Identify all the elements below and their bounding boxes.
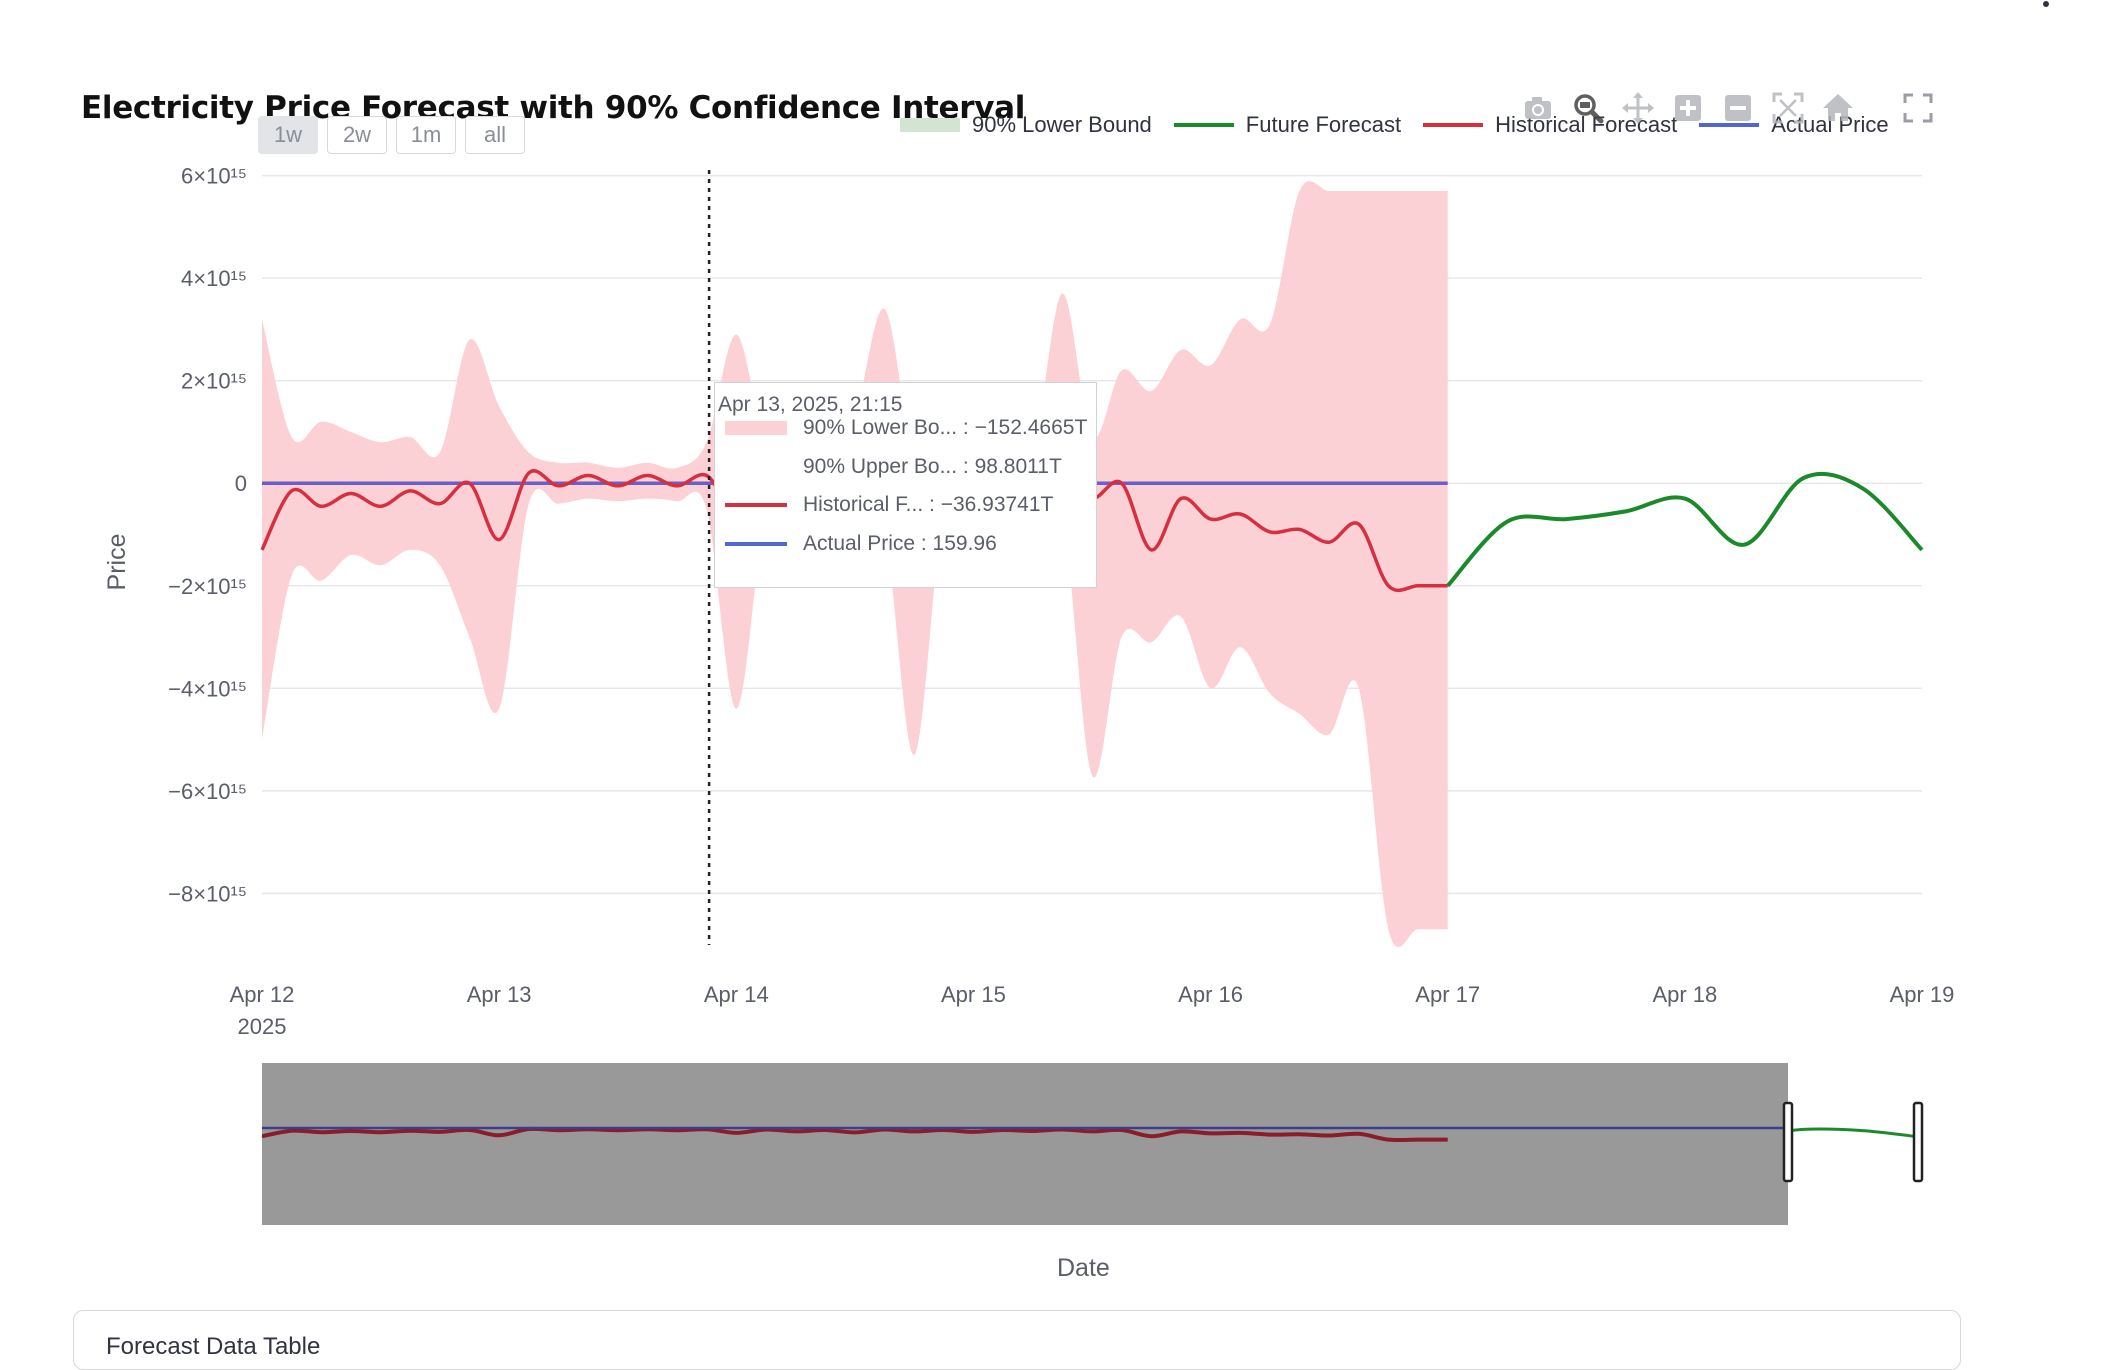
y-axis-title: Price: [103, 534, 131, 591]
range-1w-button[interactable]: 1w: [258, 116, 318, 154]
tooltip-swatch: [725, 465, 787, 469]
tooltip-header: Apr 13, 2025, 21:15: [718, 393, 903, 416]
legend-swatch: [900, 118, 960, 132]
x-tick-label: Apr 17: [1415, 982, 1480, 1007]
tooltip-row-historical: Historical F... : −36.93741T: [715, 490, 1053, 520]
x-tick-label: Apr 14: [704, 982, 769, 1007]
tooltip-row-actual: Actual Price : 159.96: [715, 529, 997, 559]
legend-item-lower-bound[interactable]: 90% Lower Bound: [900, 112, 1152, 138]
slider-handle: [1912, 1101, 1924, 1183]
legend-label: Future Forecast: [1245, 112, 1402, 137]
zoom-out-icon[interactable]: [1720, 90, 1756, 126]
y-tick-label: −6×10¹⁵: [168, 779, 247, 804]
future-forecast-line: [1446, 471, 1924, 588]
autoscale-icon[interactable]: [1770, 90, 1806, 126]
x-axis-title: Date: [1057, 1254, 1110, 1282]
camera-icon[interactable]: [1520, 90, 1556, 126]
x-tick-label: Apr 19: [1890, 982, 1955, 1007]
legend-swatch: [1173, 123, 1234, 127]
x-tick-label: Apr 16: [1178, 982, 1243, 1007]
range-slider[interactable]: [261, 1063, 1924, 1225]
range-2w-button[interactable]: 2w: [327, 116, 387, 154]
y-tick-label: −8×10¹⁵: [168, 881, 247, 906]
modebar: [1520, 90, 1856, 126]
chart[interactable]: 6×10¹⁵ 4×10¹⁵ 2×10¹⁵ 0 −2×10¹⁵ −4×10¹⁵ −6×10¹⁵…: [0, 0, 2106, 1342]
y-tick-label: −2×10¹⁵: [168, 574, 247, 599]
confidence-band-area: [262, 181, 1448, 948]
chart-title: Electricity Price Forecast with 90% Conf…: [81, 90, 1026, 126]
x-tick-label: Apr 13: [467, 982, 532, 1007]
y-tick-label: 2×10¹⁵: [181, 369, 247, 394]
x-tick-sublabel: 2025: [238, 1014, 287, 1039]
legend-swatch: [1423, 123, 1484, 127]
fullscreen-icon[interactable]: [1902, 92, 1934, 124]
slider-mask: [262, 1063, 1788, 1225]
zoom-in-icon[interactable]: [1670, 90, 1706, 126]
axes: 6×10¹⁵ 4×10¹⁵ 2×10¹⁵ 0 −2×10¹⁵ −4×10¹⁵ −6×10¹⁵…: [103, 164, 1954, 1039]
tooltip-swatch: [725, 421, 787, 435]
y-tick-label: 0: [235, 471, 247, 496]
zoom-icon[interactable]: [1570, 90, 1606, 126]
reset-axes-icon[interactable]: [1820, 90, 1856, 126]
tooltip-row-lower-bound: 90% Lower Bo... : −152.4665T: [715, 413, 1087, 443]
legend-label: 90% Lower Bound: [972, 112, 1152, 137]
y-tick-label: 4×10¹⁵: [181, 266, 247, 291]
slider-handle: [1782, 1101, 1794, 1183]
range-selector: 1w 2w 1m all: [258, 116, 525, 154]
slider-masked-series: [262, 1126, 1448, 1143]
tooltip-text: Historical F... : −36.93741T: [803, 493, 1054, 516]
x-tick-label: Apr 12: [230, 982, 295, 1007]
forecast-table-expander[interactable]: Forecast Data Table: [73, 1310, 1961, 1370]
range-all-button[interactable]: all: [465, 116, 525, 154]
tooltip-row-upper-bound: 90% Upper Bo... : 98.8011T: [715, 452, 1062, 482]
y-tick-label: −4×10¹⁵: [168, 676, 247, 701]
pan-icon[interactable]: [1620, 90, 1656, 126]
confidence-band: [262, 181, 1448, 948]
tooltip-text: 90% Lower Bo... : −152.4665T: [803, 416, 1088, 439]
tooltip-text: Actual Price : 159.96: [803, 532, 997, 555]
expander-label: Forecast Data Table: [106, 1333, 321, 1360]
tooltip-swatch: [725, 503, 787, 507]
y-tick-label: 6×10¹⁵: [181, 164, 247, 189]
x-tick-label: Apr 15: [941, 982, 1006, 1007]
tooltip-text: 90% Upper Bo... : 98.8011T: [803, 455, 1062, 478]
legend-swatch: [1699, 123, 1760, 127]
hover-tooltip: Apr 13, 2025, 21:15 90% Lower Bo... : −1…: [714, 382, 1097, 588]
legend-item-future-forecast[interactable]: Future Forecast: [1173, 112, 1402, 138]
more-options-icon[interactable]: [2036, 0, 2056, 20]
tooltip-swatch: [725, 542, 787, 546]
x-tick-label: Apr 18: [1652, 982, 1717, 1007]
range-1m-button[interactable]: 1m: [396, 116, 456, 154]
